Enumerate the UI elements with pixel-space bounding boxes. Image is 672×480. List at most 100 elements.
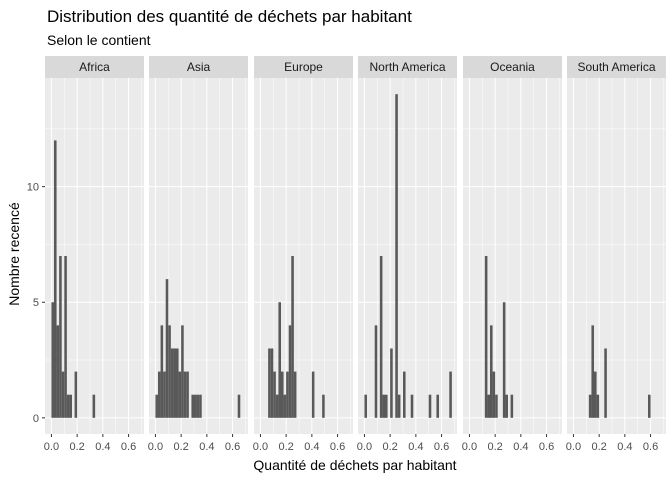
histogram-bar [56,325,60,418]
histogram-bar [395,94,398,418]
histogram-bar [66,394,70,418]
x-tick-label: 0.2 [382,441,397,453]
histogram-bar [173,348,176,418]
x-tick-label: 0.0 [44,441,59,453]
histogram-bar [61,371,65,418]
x-tick-label: 0.2 [69,441,84,453]
histogram-bar [165,279,169,418]
histogram-bar [322,394,325,418]
x-tick-label: 0.2 [173,441,188,453]
facet-strip-label: Europe [284,60,323,74]
histogram-bar [428,394,432,418]
facet-panel-africa: Africa 0.0 0.2 0.4 0.6 [44,56,144,453]
histogram-bar [158,371,161,418]
x-tick-label: 0.6 [643,441,658,453]
histogram-bar [191,394,194,418]
chart-title: Distribution des quantité de déchets par… [47,7,412,26]
histogram-bar [176,348,179,418]
facet-strip-label: North America [369,60,445,74]
facet-strip [358,56,457,78]
histogram-bar [163,371,166,418]
x-tick-label: 0.6 [434,441,449,453]
histogram-bar [170,348,174,418]
histogram-bar [286,371,289,418]
facet-strip [254,56,353,78]
histogram-bar [492,371,496,418]
histogram-bar [283,394,287,418]
histogram-bar [505,394,508,418]
histogram-bar [92,394,96,418]
histogram-bar [51,302,54,418]
histogram-bar [510,394,514,418]
x-tick-label: 0.2 [591,441,606,453]
histogram-bar [390,348,393,418]
x-tick-label: 0.2 [487,441,502,453]
histogram-bar [648,394,651,418]
histogram-bar [591,325,594,418]
facet-panel-north-america: North America 0.0 0.2 0.4 0.6 [357,56,457,453]
histogram-bar [410,394,414,418]
x-tick-label: 0.0 [462,441,477,453]
histogram-bar [502,302,506,418]
histogram-bar [311,371,315,418]
histogram-bar [449,371,452,418]
x-tick-label: 0.4 [95,441,110,453]
facet-strip-label: South America [577,60,655,74]
x-axis-title: Quantité de déchets par habitant [253,457,456,473]
x-tick-label: 0.6 [121,441,136,453]
histogram-bar [196,394,200,418]
histogram-bar [604,348,607,418]
histogram-bar [397,394,401,418]
x-tick-label: 0.6 [330,441,345,453]
histogram-bar [278,302,281,418]
chart-subtitle: Selon le contient [47,32,151,48]
histogram-bar [281,371,284,418]
x-tick-label: 0.0 [566,441,581,453]
facet-panel-asia: Asia 0.0 0.2 0.4 0.6 [148,56,248,453]
histogram-bar [374,325,378,418]
histogram-bar [596,394,600,418]
histogram-bar [181,325,184,418]
facet-strip [149,56,248,78]
x-tick-label: 0.4 [617,441,632,453]
histogram-bar [275,394,279,418]
histogram-bar [379,256,383,418]
histogram-bar [74,371,78,418]
panel-background [358,78,457,434]
facet-panel-south-america: South America 0.0 0.2 0.4 0.6 [566,56,666,453]
histogram-bar [487,394,490,418]
y-tick-label: 0 [33,413,39,425]
histogram-bar [178,371,182,418]
histogram-bar [484,256,488,418]
histogram-bar [594,371,597,418]
histogram-bar [403,371,406,418]
histogram-bar [160,325,164,418]
histogram-bar [186,371,189,418]
y-axis: 0 5 10 [27,182,45,425]
facet-strip-label: Asia [187,60,211,74]
x-tick-label: 0.0 [357,441,372,453]
x-tick-label: 0.4 [199,441,214,453]
histogram-bar [495,394,498,418]
histogram-bar [183,371,187,418]
histogram-bar [270,348,274,418]
histogram-bar [385,394,388,418]
x-tick-label: 0.0 [148,441,163,453]
y-tick-label: 10 [27,182,39,194]
histogram-bar [291,256,294,418]
histogram-bar [168,325,171,418]
histogram-bar [364,394,367,418]
y-axis-title: Nombre recencé [6,202,22,306]
x-tick-label: 0.4 [513,441,528,453]
x-tick-label: 0.4 [408,441,423,453]
facet-panel-oceania: Oceania 0.0 0.2 0.4 0.6 [462,56,562,453]
histogram-bar [64,256,67,418]
x-tick-label: 0.6 [539,441,554,453]
histogram-bar [490,325,493,418]
histogram-bar [268,348,271,418]
x-tick-label: 0.4 [304,441,319,453]
histogram-bar [293,371,297,418]
x-tick-label: 0.6 [225,441,240,453]
